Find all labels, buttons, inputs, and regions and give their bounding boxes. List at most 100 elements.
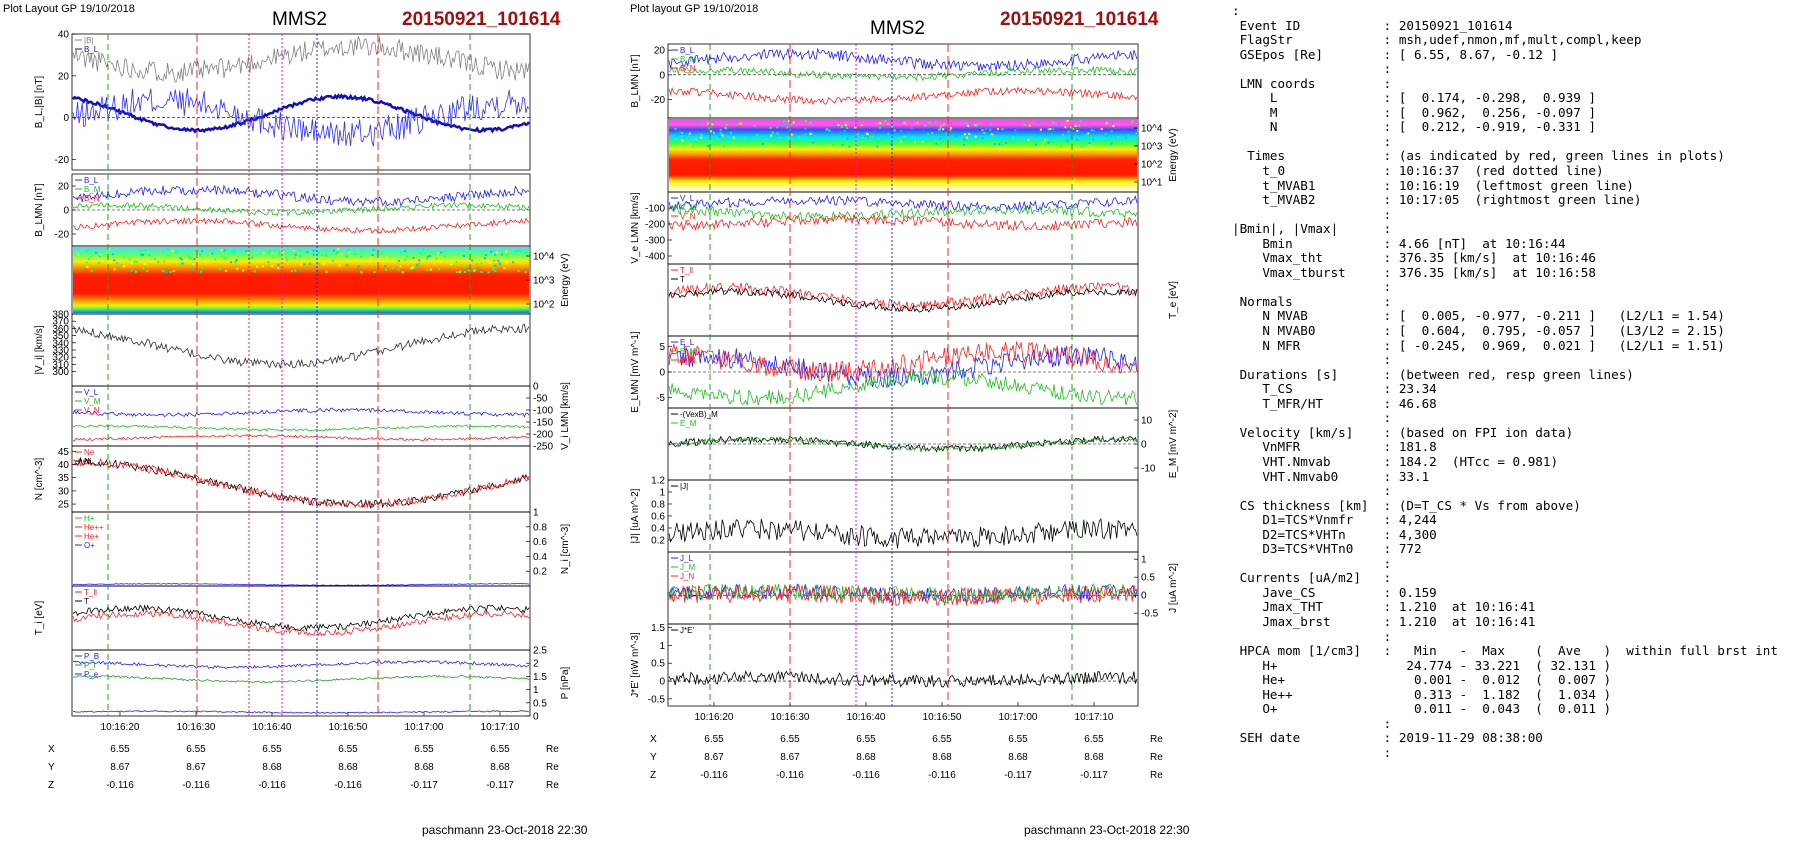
spectrogram-pixel bbox=[899, 138, 902, 141]
spectrogram-pixel bbox=[787, 124, 790, 127]
x-tick-label: 10:17:00 bbox=[999, 712, 1038, 723]
spectrogram-pixel bbox=[252, 259, 255, 262]
info-row: T_MFR/HT : 46.68 bbox=[1232, 397, 1800, 412]
series-line bbox=[72, 35, 530, 83]
info-row: : bbox=[1232, 135, 1800, 150]
spectrogram-pixel bbox=[201, 250, 204, 253]
info-key: FlagStr bbox=[1232, 33, 1384, 48]
info-key: CS thickness [km] bbox=[1232, 498, 1384, 513]
info-row: Currents [uA/m2] : bbox=[1232, 571, 1800, 586]
spectrogram-pixel bbox=[1089, 136, 1092, 139]
spectrogram-pixel bbox=[860, 144, 863, 147]
spectrogram-pixel bbox=[214, 258, 217, 261]
spectrogram-pixel bbox=[976, 145, 979, 148]
spectrogram-pixel bbox=[839, 131, 842, 134]
legend-label: Ne bbox=[84, 448, 95, 457]
info-key: Currents [uA/m2] bbox=[1232, 571, 1384, 586]
coord-unit: Re bbox=[546, 762, 559, 773]
info-value: : bbox=[1383, 716, 1392, 731]
spectrogram-pixel bbox=[225, 256, 228, 259]
legend-label: H+ bbox=[84, 514, 95, 523]
info-key: Durations [s] bbox=[1232, 367, 1384, 382]
spectrogram-pixel bbox=[738, 144, 741, 147]
spectrogram-pixel bbox=[234, 261, 237, 264]
legend-label: -(VexB)_M bbox=[680, 410, 718, 419]
y-tick-label: 0 bbox=[533, 712, 539, 723]
y-tick-label: -5 bbox=[656, 393, 665, 404]
spectrogram-pixel bbox=[880, 135, 883, 138]
spectrogram-pixel bbox=[688, 144, 691, 147]
plot-layout-label-left: Plot Layout GP 19/10/2018 bbox=[3, 3, 135, 15]
spectrogram-pixel bbox=[1064, 126, 1067, 129]
info-value: : [ 0.005, -0.977, -0.211 ] (L2/L1 = 1.5… bbox=[1383, 309, 1725, 324]
y-axis-label: N [cm^-3] bbox=[34, 458, 45, 501]
panel-right-2: 10^4 10^3 10^2 10^1 Energy (eV) bbox=[667, 117, 1179, 193]
spectrogram-pixel bbox=[786, 126, 789, 129]
spectrogram-pixel bbox=[194, 250, 197, 253]
info-value: : 10:16:19 (leftmost green line) bbox=[1383, 178, 1634, 193]
spectrogram-pixel bbox=[833, 123, 836, 126]
info-key: D1=TCS*Vnmfr bbox=[1232, 513, 1384, 528]
legend-label: O+ bbox=[84, 541, 95, 550]
coord-value: -0.117 bbox=[1080, 770, 1108, 781]
coord-value: 8.68 bbox=[490, 762, 510, 773]
x-tick-label: 10:16:40 bbox=[847, 712, 886, 723]
legend-label: E_M bbox=[680, 347, 697, 356]
spectrogram-pixel bbox=[854, 126, 857, 129]
info-key: GSEpos [Re] bbox=[1232, 47, 1384, 62]
coord-row-label: X bbox=[48, 744, 55, 755]
info-key bbox=[1232, 557, 1384, 571]
y-tick-label: 10^3 bbox=[533, 276, 555, 287]
coord-value: -0.117 bbox=[1004, 770, 1032, 781]
y-tick-label: 1 bbox=[1141, 555, 1147, 566]
event-title-left: 20150921_101614 bbox=[402, 9, 561, 30]
spectrogram-pixel bbox=[416, 264, 419, 267]
spectrogram-pixel bbox=[429, 255, 432, 257]
spectrogram-pixel bbox=[98, 254, 101, 257]
coord-value: 8.68 bbox=[1084, 752, 1104, 763]
spectrogram-pixel bbox=[476, 263, 478, 266]
spectrogram-pixel bbox=[1028, 124, 1031, 127]
info-key: t_MVAB1 bbox=[1232, 178, 1384, 193]
y-axis-label: N_i [cm^-3] bbox=[560, 524, 571, 574]
info-key: VnMFR bbox=[1232, 440, 1384, 455]
spectrogram-pixel bbox=[787, 137, 790, 140]
spectrogram-pixel bbox=[902, 136, 905, 139]
spectrogram-pixel bbox=[480, 262, 483, 265]
info-key: Times bbox=[1232, 149, 1384, 164]
spectrogram-pixel bbox=[884, 120, 887, 123]
y-tick-label: 10^4 bbox=[1141, 124, 1163, 135]
spectrogram-pixel bbox=[369, 256, 372, 258]
info-value: : 1.210 at 10:16:41 bbox=[1383, 600, 1536, 615]
y-tick-label: 0.4 bbox=[533, 552, 547, 563]
spectrogram-pixel bbox=[1105, 122, 1108, 125]
spectrogram-pixel bbox=[514, 250, 517, 253]
spectrogram-pixel bbox=[493, 259, 496, 262]
spectrogram-pixel bbox=[392, 267, 395, 270]
spectrogram-pixel bbox=[341, 252, 343, 255]
spectrogram-pixel bbox=[309, 262, 311, 265]
spectrogram-pixel bbox=[721, 134, 724, 137]
spectrogram-pixel bbox=[418, 259, 421, 262]
panel-frame bbox=[71, 649, 531, 717]
spectrogram-pixel bbox=[129, 269, 131, 272]
info-row: : bbox=[1232, 208, 1800, 223]
info-key bbox=[1232, 630, 1384, 644]
spectrogram-pixel bbox=[99, 253, 102, 256]
spectrogram-pixel bbox=[934, 121, 937, 124]
spectrogram-pixel bbox=[903, 122, 906, 124]
y-tick-label: 10^4 bbox=[533, 252, 555, 263]
info-row: Vmax_tht : 376.35 [km/s] at 10:16:46 bbox=[1232, 251, 1800, 266]
spectrogram-pixel bbox=[242, 269, 245, 272]
info-value: : bbox=[1383, 556, 1392, 571]
y-tick-label: 2 bbox=[533, 659, 539, 670]
spectrogram-pixel bbox=[372, 248, 375, 251]
legend-label: B_L bbox=[84, 45, 99, 54]
coord-value: 6.55 bbox=[932, 734, 952, 745]
info-value: : [ 0.962, 0.256, -0.097 ] bbox=[1383, 105, 1596, 120]
series-line bbox=[72, 424, 530, 432]
spectrogram-pixel bbox=[700, 136, 703, 139]
spectrogram-pixel bbox=[674, 127, 677, 130]
info-row: Bmin : 4.66 [nT] at 10:16:44 bbox=[1232, 237, 1800, 252]
spectrogram-pixel bbox=[1001, 144, 1004, 147]
